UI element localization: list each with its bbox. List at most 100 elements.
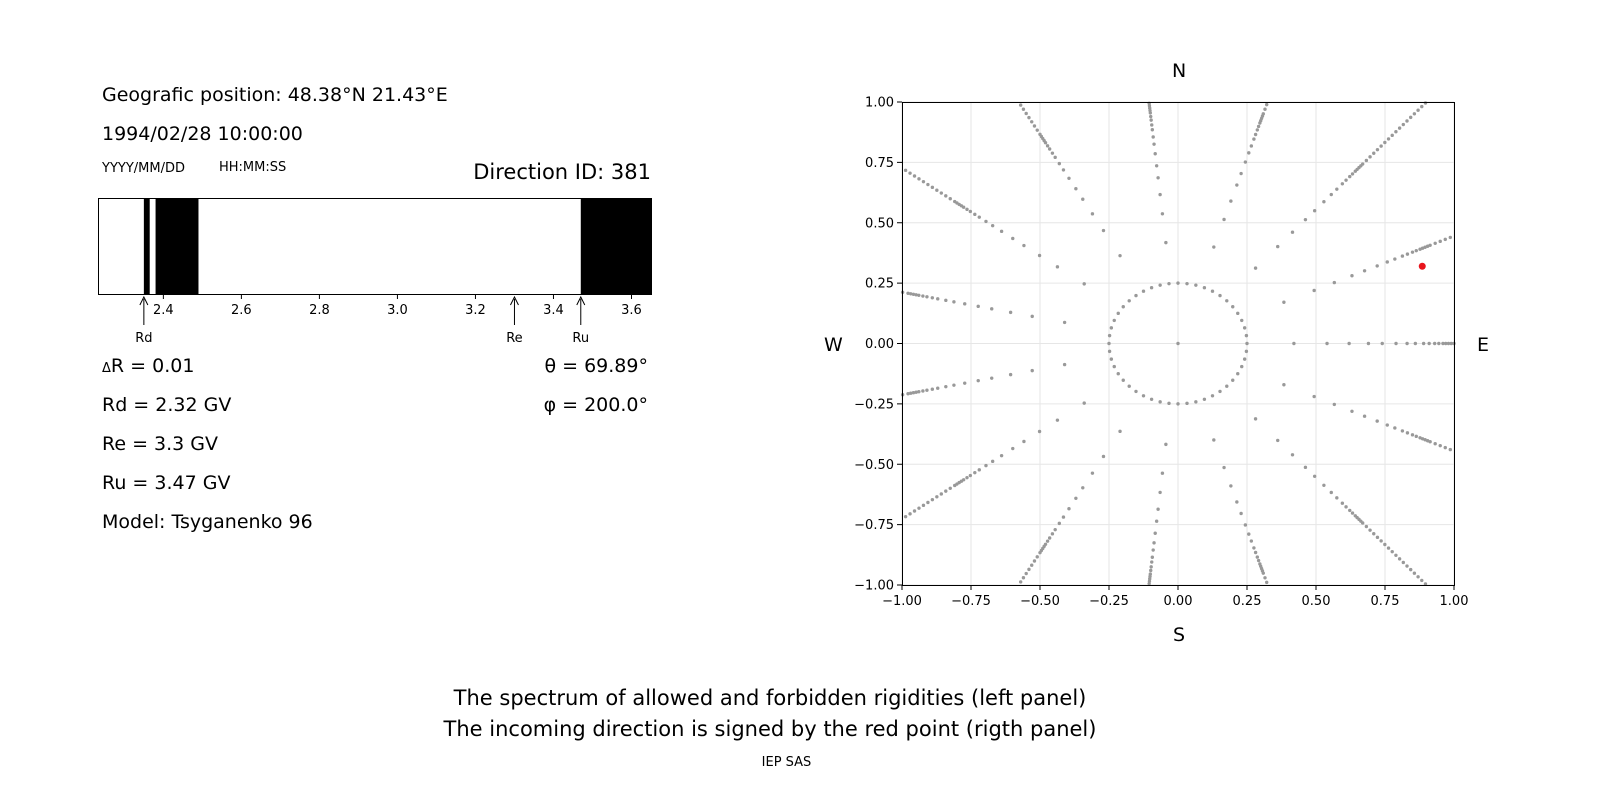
direction-point	[911, 292, 916, 296]
direction-point	[1243, 523, 1248, 527]
direction-point	[1151, 548, 1155, 552]
spectrum-tick-label: 2.6	[231, 303, 252, 318]
datetime: 1994/02/28 10:00:00	[102, 123, 303, 145]
direction-point	[1107, 349, 1112, 354]
x-tick-label: −0.25	[1089, 594, 1129, 609]
direction-point	[948, 486, 952, 490]
direction-point	[1364, 524, 1369, 529]
direction-point	[1249, 144, 1254, 148]
direction-point	[1202, 397, 1207, 401]
direction-point	[1027, 115, 1031, 120]
direction-point	[917, 177, 921, 181]
marker-arrowhead-Re	[510, 295, 519, 306]
direction-point	[944, 384, 948, 389]
direction-point	[1362, 414, 1367, 418]
direction-point	[1405, 119, 1409, 123]
direction-point	[1375, 264, 1379, 268]
direction-point	[1239, 511, 1243, 516]
direction-point	[1428, 440, 1432, 444]
direction-point	[1231, 305, 1235, 309]
date-format-hint: YYYY/MM/DD	[102, 161, 185, 176]
direction-point	[925, 295, 929, 299]
caption-line-1: The spectrum of allowed and forbidden ri…	[453, 686, 1087, 710]
direction-point	[1229, 484, 1233, 488]
direction-point	[1263, 576, 1267, 580]
direction-point	[1360, 162, 1365, 166]
direction-point	[1332, 280, 1337, 285]
direction-point	[1375, 419, 1379, 423]
direction-point	[1235, 500, 1239, 504]
direction-point	[1292, 341, 1296, 346]
y-tick-label: 0.00	[865, 337, 894, 352]
geographic-position: Geografic position: 48.38°N 21.43°E	[102, 84, 448, 106]
direction-point	[963, 381, 967, 385]
direction-point	[1160, 212, 1165, 216]
direction-point	[1420, 104, 1424, 109]
compass-south: S	[1173, 624, 1186, 646]
direction-point	[1160, 471, 1165, 475]
direction-point	[1194, 283, 1198, 287]
direction-point	[1366, 341, 1371, 346]
direction-point	[926, 182, 930, 187]
direction-point	[1149, 568, 1153, 573]
direction-point	[921, 389, 925, 393]
direction-point	[1335, 187, 1339, 191]
direction-point	[965, 207, 969, 212]
direction-point	[1061, 515, 1066, 519]
direction-point	[1067, 507, 1071, 511]
direction-point	[1394, 341, 1398, 346]
direction-point	[1055, 265, 1060, 269]
direction-point	[1432, 341, 1437, 346]
direction-point	[1393, 426, 1397, 430]
direction-point	[1222, 465, 1226, 470]
direction-point	[1446, 341, 1451, 346]
direction-point	[1027, 567, 1031, 572]
direction-point	[1156, 507, 1160, 511]
spectrum-tick-label: 3.2	[465, 303, 486, 318]
direction-point	[1405, 564, 1409, 568]
direction-point	[908, 171, 912, 175]
direction-point	[1150, 123, 1154, 127]
delta-r-value: R = 0.01	[110, 355, 195, 377]
sky-x-ticks: −1.00 −0.75 −0.50 −0.25 0.00 0.25 0.50 0.75 1.00	[882, 585, 1468, 609]
direction-point	[1011, 236, 1015, 241]
direction-point	[1368, 155, 1372, 159]
direction-point	[1441, 341, 1445, 346]
direction-point	[906, 291, 910, 295]
direction-point	[912, 509, 917, 513]
direction-point	[976, 378, 980, 383]
direction-point	[1252, 137, 1256, 141]
direction-point	[903, 168, 908, 173]
direction-point	[1030, 563, 1034, 567]
direction-point	[1112, 364, 1116, 369]
direction-point	[1408, 115, 1413, 120]
direction-point	[1348, 174, 1352, 179]
direction-point	[1150, 128, 1155, 132]
direction-point	[973, 212, 977, 217]
direction-point	[948, 197, 952, 201]
direction-point	[1194, 400, 1198, 404]
direction-point	[1167, 281, 1171, 286]
direction-point	[1050, 151, 1055, 155]
x-tick-label: 0.25	[1233, 594, 1262, 609]
direction-point	[1032, 559, 1037, 563]
direction-point	[1350, 172, 1355, 176]
direction-point	[1127, 384, 1131, 388]
y-tick-label: 0.75	[865, 156, 894, 171]
direction-point	[1236, 311, 1240, 316]
y-tick-label: 0.50	[865, 216, 894, 231]
direction-point	[1158, 490, 1162, 495]
direction-point	[1018, 103, 1023, 107]
direction-point	[1379, 539, 1383, 543]
direction-point	[1437, 341, 1441, 346]
direction-point	[1067, 176, 1071, 180]
direction-point	[1158, 283, 1162, 287]
direction-point	[1109, 357, 1114, 361]
direction-point	[1037, 429, 1042, 434]
direction-point	[1121, 305, 1125, 309]
direction-point	[1394, 553, 1398, 557]
direction-point	[1383, 542, 1387, 547]
direction-point	[1401, 122, 1406, 127]
direction-point	[1185, 281, 1189, 286]
direction-point	[1057, 521, 1062, 526]
